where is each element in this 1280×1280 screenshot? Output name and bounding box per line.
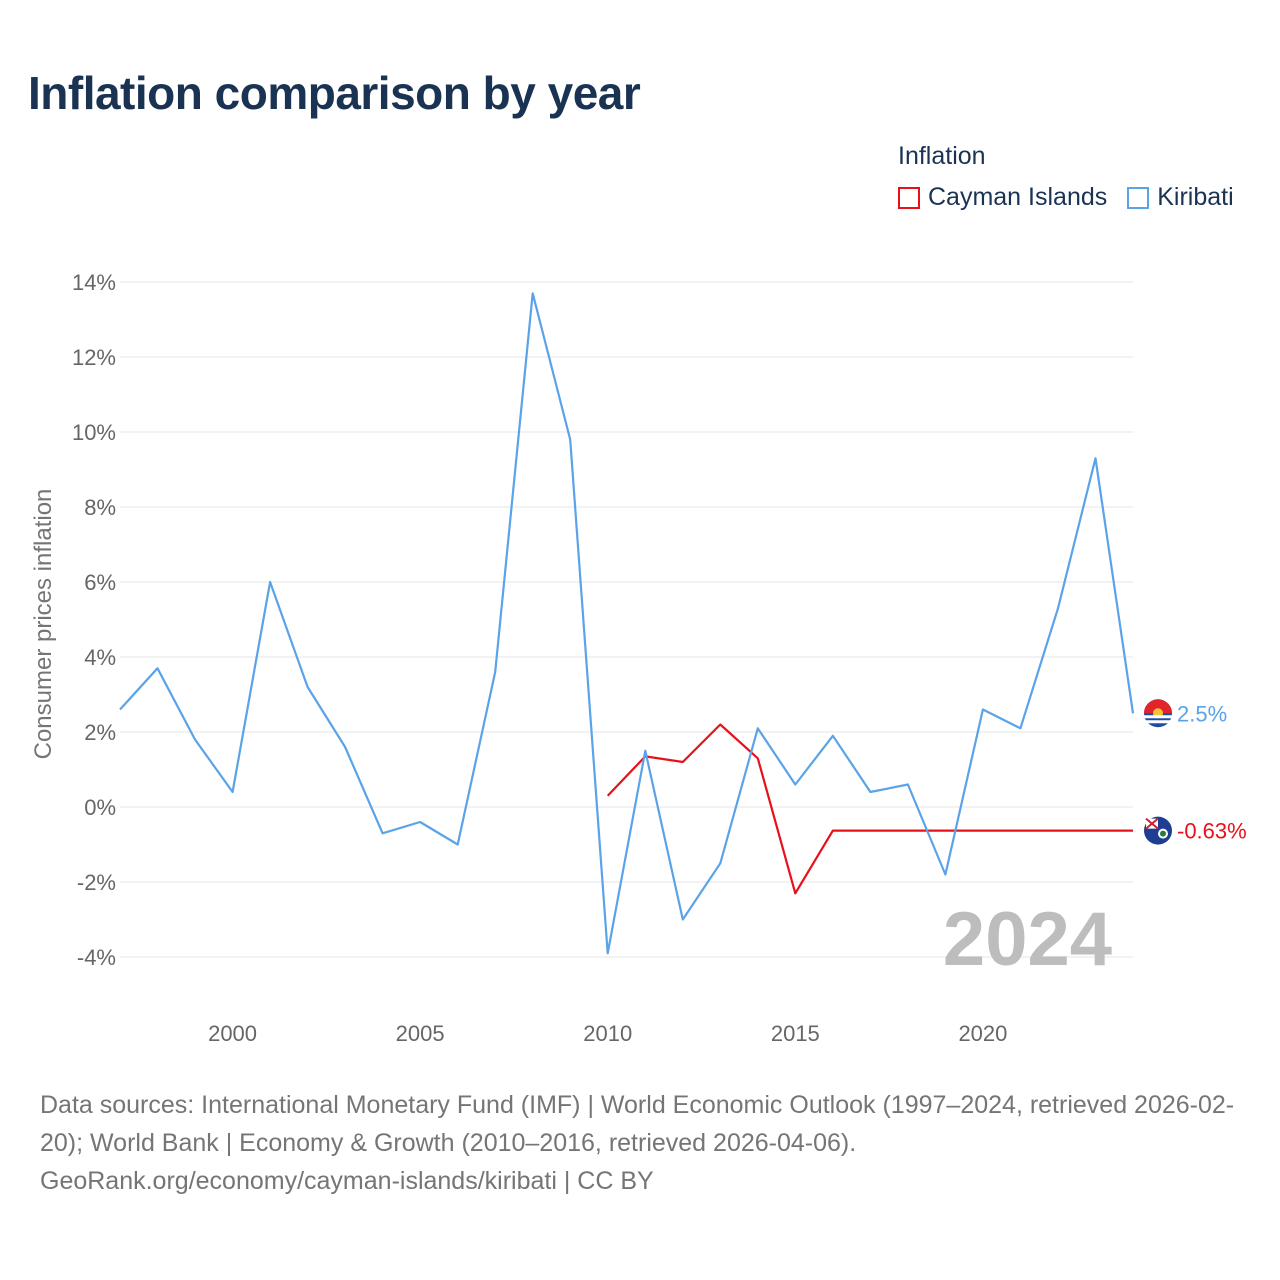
end-label-kiribati: 2.5% <box>1177 701 1227 726</box>
end-label-cayman-islands: -0.63% <box>1177 819 1247 844</box>
x-tick-label: 2020 <box>958 1021 1007 1046</box>
y-tick-label: -4% <box>77 945 116 970</box>
legend-item-kiribati[interactable]: Kiribati <box>1127 183 1234 212</box>
legend: Inflation Cayman Islands Kiribati <box>898 142 1234 212</box>
footer-credit[interactable]: GeoRank.org/economy/cayman-islands/kirib… <box>40 1167 654 1195</box>
legend-item-cayman-islands[interactable]: Cayman Islands <box>898 183 1107 212</box>
legend-label-kiribati: Kiribati <box>1157 183 1234 211</box>
y-tick-label: -2% <box>77 870 116 895</box>
series-layer <box>119 292 1135 955</box>
series-line-kiribati[interactable] <box>119 292 1135 955</box>
footer-sources: Data sources: International Monetary Fun… <box>40 1091 1235 1157</box>
legend-swatch-cayman-islands <box>898 186 920 209</box>
x-axis: 2000 2005 2010 2015 2020 <box>208 1021 1007 1046</box>
y-tick-label: 10% <box>72 420 116 445</box>
chart-title: Inflation comparison by year <box>28 67 641 119</box>
y-tick-label: 0% <box>84 795 116 820</box>
end-labels: -0.63% 2.5% <box>1144 699 1247 845</box>
line-chart: -4%-2%0%2%4%6%8%10%12%14% 2000 2005 2010 20… <box>30 270 1247 1046</box>
x-tick-label: 2015 <box>771 1021 820 1046</box>
y-tick-label: 4% <box>84 645 116 670</box>
year-watermark: 2024 <box>943 897 1112 982</box>
kiribati-flag-icon <box>1144 699 1172 728</box>
y-axis-title: Consumer prices inflation <box>30 489 57 760</box>
legend-title: Inflation <box>898 142 986 170</box>
x-tick-label: 2010 <box>583 1021 632 1046</box>
y-tick-label: 8% <box>84 495 116 520</box>
y-tick-label: 14% <box>72 270 116 295</box>
legend-items: Cayman Islands Kiribati <box>898 183 1234 212</box>
y-axis: -4% -2% 0% 2% 4% 6% 8% 10% 12% 14% <box>72 270 116 970</box>
legend-label-cayman-islands: Cayman Islands <box>928 183 1108 211</box>
y-tick-label: 6% <box>84 570 116 595</box>
y-tick-label: 2% <box>84 720 116 745</box>
y-tick-label: 12% <box>72 345 116 370</box>
gridlines <box>120 281 1133 958</box>
footer: Data sources: International Monetary Fun… <box>40 1086 1250 1200</box>
cayman-islands-flag-icon <box>1144 816 1172 845</box>
legend-swatch-kiribati <box>1127 186 1150 209</box>
x-tick-label: 2005 <box>396 1021 445 1046</box>
x-tick-label: 2000 <box>208 1021 257 1046</box>
series-line-cayman-islands[interactable] <box>606 723 1133 895</box>
